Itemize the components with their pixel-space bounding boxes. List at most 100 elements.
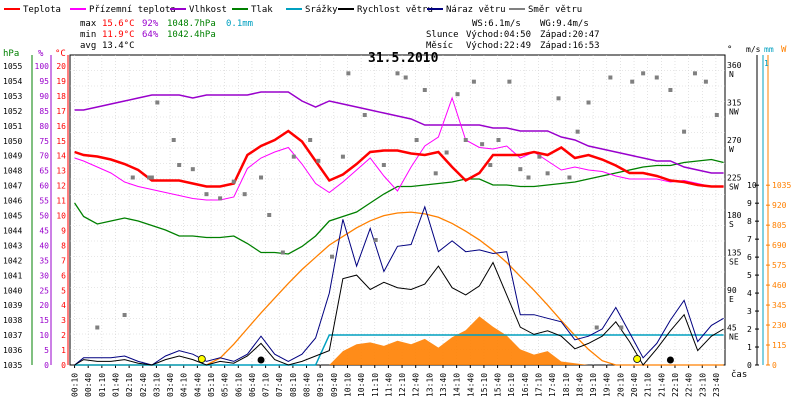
time-tick-label: 15:40 (494, 373, 503, 397)
time-tick-label: 03:10 (152, 373, 161, 397)
wind-direction-point (259, 175, 264, 180)
time-tick-label: 14:10 (453, 373, 462, 397)
mm-tick-top: 1 (764, 59, 769, 68)
wm2-tick-label: 115 (772, 341, 787, 350)
degc-tick-label: 15 (56, 137, 66, 146)
dir-tick-label: 270 (727, 136, 742, 145)
degc-tick-label: 13 (56, 167, 66, 176)
wind-direction-point (594, 325, 599, 330)
time-tick-label: 22:40 (685, 373, 694, 397)
dir-tick-cardinal: E (729, 295, 734, 304)
time-tick-label: 21:10 (644, 373, 653, 397)
pct-tick-label: 15 (39, 316, 49, 325)
dir-tick-label: 180 (727, 211, 742, 220)
wm2-tick-label: 920 (772, 201, 787, 210)
wind-direction-point (340, 154, 345, 159)
time-tick-label: 13:40 (439, 373, 448, 397)
hpa-tick-label: 1037 (3, 331, 22, 340)
pct-tick-label: 80 (39, 122, 49, 131)
dir-tick-label: 315 (727, 99, 742, 108)
series-layer (74, 91, 724, 366)
time-tick-label: 10:10 (343, 373, 352, 397)
wind-direction-point (654, 75, 659, 80)
wind-direction-point (455, 92, 460, 97)
time-tick-label: 15:10 (480, 373, 489, 397)
hpa-tick-label: 1044 (3, 226, 22, 235)
moon-marker (257, 356, 265, 364)
time-tick-label: 23:40 (712, 373, 721, 397)
wind-direction-point (362, 113, 367, 117)
wind-direction-point (291, 154, 296, 159)
wind-direction-point (147, 175, 152, 180)
pct-tick-label: 85 (39, 107, 49, 116)
wind-direction-point (526, 175, 531, 180)
moon-marker (666, 356, 674, 364)
wind-direction-point (346, 71, 351, 76)
stats-max-hum: 92% (142, 19, 159, 29)
wind-direction-point (630, 79, 635, 84)
wind-direction-point (463, 138, 468, 142)
marker-layer (95, 71, 719, 364)
time-tick-label: 00:40 (84, 373, 93, 397)
dir-tick-cardinal: S (729, 220, 734, 229)
time-tick-label: 20:10 (616, 373, 625, 397)
wm2-tick-label: 0 (772, 361, 777, 370)
time-tick-label: 19:40 (603, 373, 612, 397)
pct-tick-label: 55 (39, 197, 49, 206)
time-tick-label: 08:10 (289, 373, 298, 397)
time-tick-label: 09:10 (316, 373, 325, 397)
humidity-line (74, 91, 724, 174)
time-tick-label: 04:10 (180, 373, 189, 397)
wind-direction-point (471, 79, 476, 84)
dir-tick-label: 360 (727, 61, 742, 70)
wind-direction-point (518, 167, 523, 172)
degc-tick-label: 19 (56, 77, 66, 86)
ms-tick-label: 3 (747, 307, 752, 316)
stats-min-press: 1042.4hPa (167, 30, 216, 40)
wind-direction-point (395, 71, 400, 76)
wind-direction-point (308, 138, 313, 142)
degc-tick-label: 16 (56, 122, 66, 131)
dir-tick-cardinal: NW (729, 108, 739, 117)
wind-direction-point (537, 154, 542, 159)
degc-tick-label: 11 (56, 197, 66, 206)
rain-line (74, 334, 724, 366)
wind-direction-point (422, 88, 427, 92)
sun-label: Slunce (426, 30, 459, 40)
wind-direction-point (177, 163, 182, 167)
degc-tick-label: 0 (61, 361, 66, 370)
wind-speed-text: WS:6.1m/s (472, 19, 521, 29)
ms-tick-label: 8 (747, 217, 752, 226)
wind-direction-point (414, 138, 419, 142)
hpa-tick-label: 1049 (3, 152, 22, 161)
time-tick-label: 08:40 (303, 373, 312, 397)
wind-direction-point (714, 113, 719, 117)
wind-speed-line (74, 261, 724, 366)
time-tick-label: 02:10 (125, 373, 134, 397)
dir-tick-cardinal: W (729, 145, 734, 154)
hpa-axis-label: hPa (3, 49, 19, 59)
pct-tick-label: 30 (39, 271, 49, 280)
degc-tick-label: 17 (56, 107, 66, 116)
wind-direction-point (567, 175, 572, 180)
wind-direction-point (608, 75, 613, 80)
degc-tick-label: 10 (56, 212, 66, 221)
hpa-tick-label: 1045 (3, 212, 22, 221)
time-tick-label: 23:10 (698, 373, 707, 397)
stats-min-temp: 11.9°C (102, 30, 135, 40)
hpa-tick-label: 1053 (3, 92, 22, 101)
time-tick-label: 01:40 (111, 373, 120, 397)
stats-max-temp: 15.6°C (102, 19, 135, 29)
ms-tick-label: 5 (747, 271, 752, 280)
hpa-tick-label: 1040 (3, 286, 22, 295)
time-tick-label: 16:10 (507, 373, 516, 397)
stats-avg-label: avg (80, 41, 96, 51)
hpa-tick-label: 1036 (3, 346, 22, 355)
wind-direction-point (507, 79, 512, 84)
stats-min-label: min (80, 30, 96, 40)
pct-tick-label: 40 (39, 241, 49, 250)
moonrise-text: Východ:22:49 (466, 41, 531, 51)
wind-direction-point (641, 71, 646, 76)
hpa-tick-label: 1046 (3, 197, 22, 206)
